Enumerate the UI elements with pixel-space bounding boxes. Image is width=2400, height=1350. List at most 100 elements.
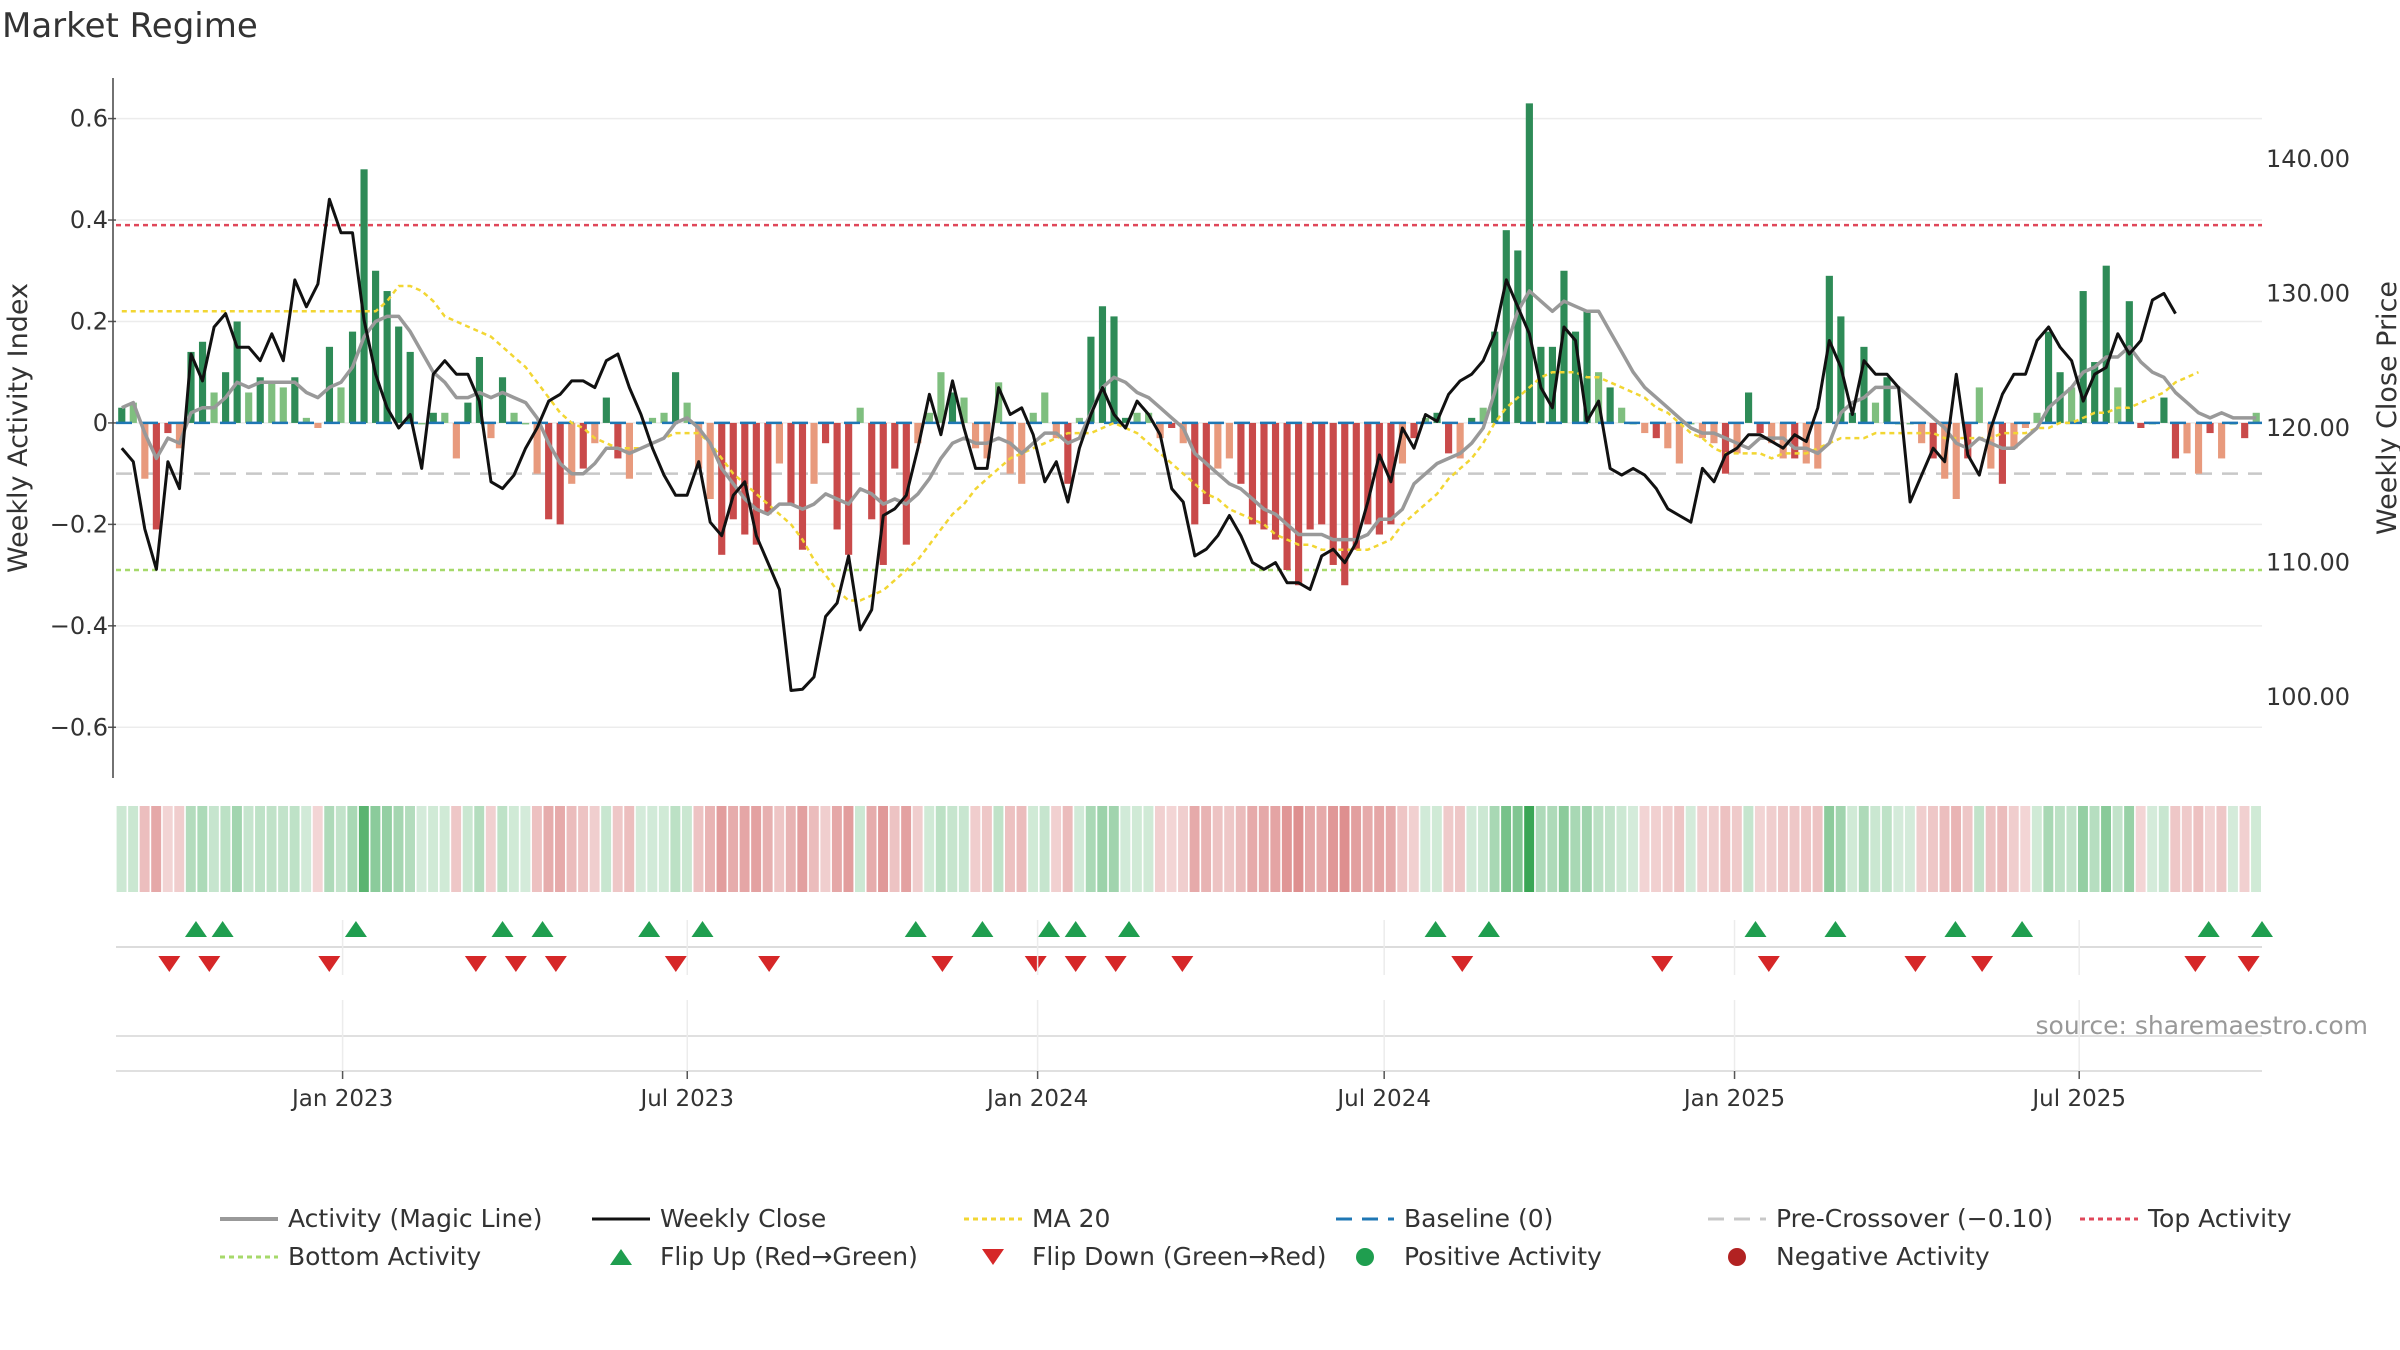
heat-strip-cell <box>2158 806 2169 892</box>
activity-bar <box>1410 422 1418 439</box>
activity-bar <box>233 321 241 423</box>
heat-strip-cell <box>1870 806 1881 892</box>
activity-bar <box>1768 422 1776 444</box>
heat-strip-cell <box>1143 806 1154 892</box>
legend-label: Bottom Activity <box>288 1242 482 1271</box>
heat-strip-cell <box>658 806 669 892</box>
activity-bar <box>2206 422 2214 434</box>
x-tick-label: Jul 2024 <box>1335 1086 1431 1112</box>
activity-bar <box>2068 387 2076 423</box>
legend-item-bottom-activity: Bottom Activity <box>220 1242 481 1271</box>
activity-bar <box>1606 387 1614 423</box>
heat-strip-cell <box>2077 806 2088 892</box>
activity-bar <box>660 412 668 423</box>
legend-item-negative-activity: Negative Activity <box>1708 1242 1990 1271</box>
flip-down-marker <box>504 956 527 972</box>
activity-bar <box>568 422 576 484</box>
heat-strip-cell <box>2043 806 2054 892</box>
heat-strip-cell <box>531 806 542 892</box>
flip-down-marker <box>158 956 181 972</box>
heat-strip-cell <box>843 806 854 892</box>
heat-strip-cell <box>1281 806 1292 892</box>
source-note: source: sharemaestro.com <box>2036 1011 2369 1040</box>
heat-strip-cell <box>1397 806 1408 892</box>
heat-strip-cell <box>1362 806 1373 892</box>
activity-bar <box>671 372 680 423</box>
heat-strip-cell <box>1628 806 1638 892</box>
legend-item-magic-line: Activity (Magic Line) <box>220 1204 542 1233</box>
x-tick-label: Jan 2023 <box>290 1086 393 1112</box>
activity-bar <box>845 422 853 555</box>
activity-bar <box>464 402 472 423</box>
flip-up-marker <box>184 921 207 937</box>
heat-strip-cell <box>1478 806 1488 892</box>
heat-strip-cell <box>889 806 900 892</box>
activity-bar <box>1860 346 1868 423</box>
activity-bar <box>2183 422 2191 454</box>
heat-strip-cell <box>866 806 877 892</box>
flip-up-marker <box>1064 921 1087 937</box>
activity-bar <box>1225 422 1233 459</box>
heat-strip-cell <box>1754 806 1765 892</box>
heat-strip-cell <box>797 806 808 892</box>
activity-bar <box>821 422 830 444</box>
heat-strip-cell <box>1085 806 1096 892</box>
activity-bar <box>1675 422 1683 464</box>
heat-strip-cell <box>1189 806 1200 892</box>
legend-item-flip-down: Flip Down (Green→Red) <box>964 1242 1327 1271</box>
activity-bar <box>1871 402 1880 423</box>
heat-strip-cell <box>2216 806 2227 892</box>
activity-bar <box>1618 407 1626 423</box>
activity-bar <box>2079 291 2087 423</box>
activity-bar <box>1156 422 1164 439</box>
activity-bar <box>764 422 772 515</box>
activity-bar <box>383 291 391 423</box>
heat-strip-cell <box>612 806 623 892</box>
activity-bar <box>441 412 449 423</box>
activity-bar <box>1664 422 1672 449</box>
activity-bar <box>971 422 980 449</box>
activity-bar <box>1929 422 1937 459</box>
heat-strip-cell <box>1997 806 2008 892</box>
heat-strip-cell <box>601 806 612 892</box>
activity-bar <box>856 407 864 423</box>
heat-strip-cell <box>1604 806 1615 892</box>
heat-strip-cell <box>901 806 912 892</box>
heat-strip-cell <box>278 806 289 892</box>
flip-down-marker <box>2184 956 2207 972</box>
activity-bar <box>1041 392 1049 423</box>
legend-label: Negative Activity <box>1776 1242 1990 1271</box>
legend-item-weekly-close: Weekly Close <box>592 1204 826 1233</box>
heat-strip-cell <box>405 806 415 892</box>
activity-bar <box>2091 362 2099 423</box>
legend-item-flip-up: Flip Up (Red→Green) <box>592 1242 918 1271</box>
heat-strip-cell <box>1512 806 1523 892</box>
heat-strip-cell <box>1616 806 1627 892</box>
activity-bar <box>879 422 887 565</box>
flip-down-marker <box>2237 956 2260 972</box>
flip-up-marker <box>904 921 927 937</box>
legend-item-pre-crossover: Pre-Crossover (−0.10) <box>1708 1204 2053 1233</box>
heat-strip-cell <box>1547 806 1558 892</box>
activity-bar <box>291 377 299 423</box>
activity-bar <box>787 422 795 505</box>
activity-bar <box>1560 270 1568 423</box>
activity-bar <box>948 392 957 423</box>
heat-strip-cell <box>935 806 946 892</box>
heat-strip-cell <box>1731 806 1742 892</box>
activity-bar <box>602 397 610 423</box>
heat-strip-cell <box>2181 806 2192 892</box>
activity-bar <box>833 422 841 530</box>
flip-down-marker <box>1651 956 1674 972</box>
activity-bar <box>395 326 403 423</box>
heat-strip-cell <box>2193 806 2204 892</box>
heat-strip-cell <box>1016 806 1027 892</box>
activity-bar <box>1952 422 1960 500</box>
activity-bar <box>614 422 622 459</box>
legend-label: Activity (Magic Line) <box>288 1204 543 1233</box>
heat-strip-cell <box>2008 806 2019 892</box>
activity-bar <box>706 422 714 500</box>
flip-up-marker <box>2251 921 2273 937</box>
heat-strip-cell <box>174 806 185 892</box>
heat-strip-cell <box>2227 806 2238 892</box>
